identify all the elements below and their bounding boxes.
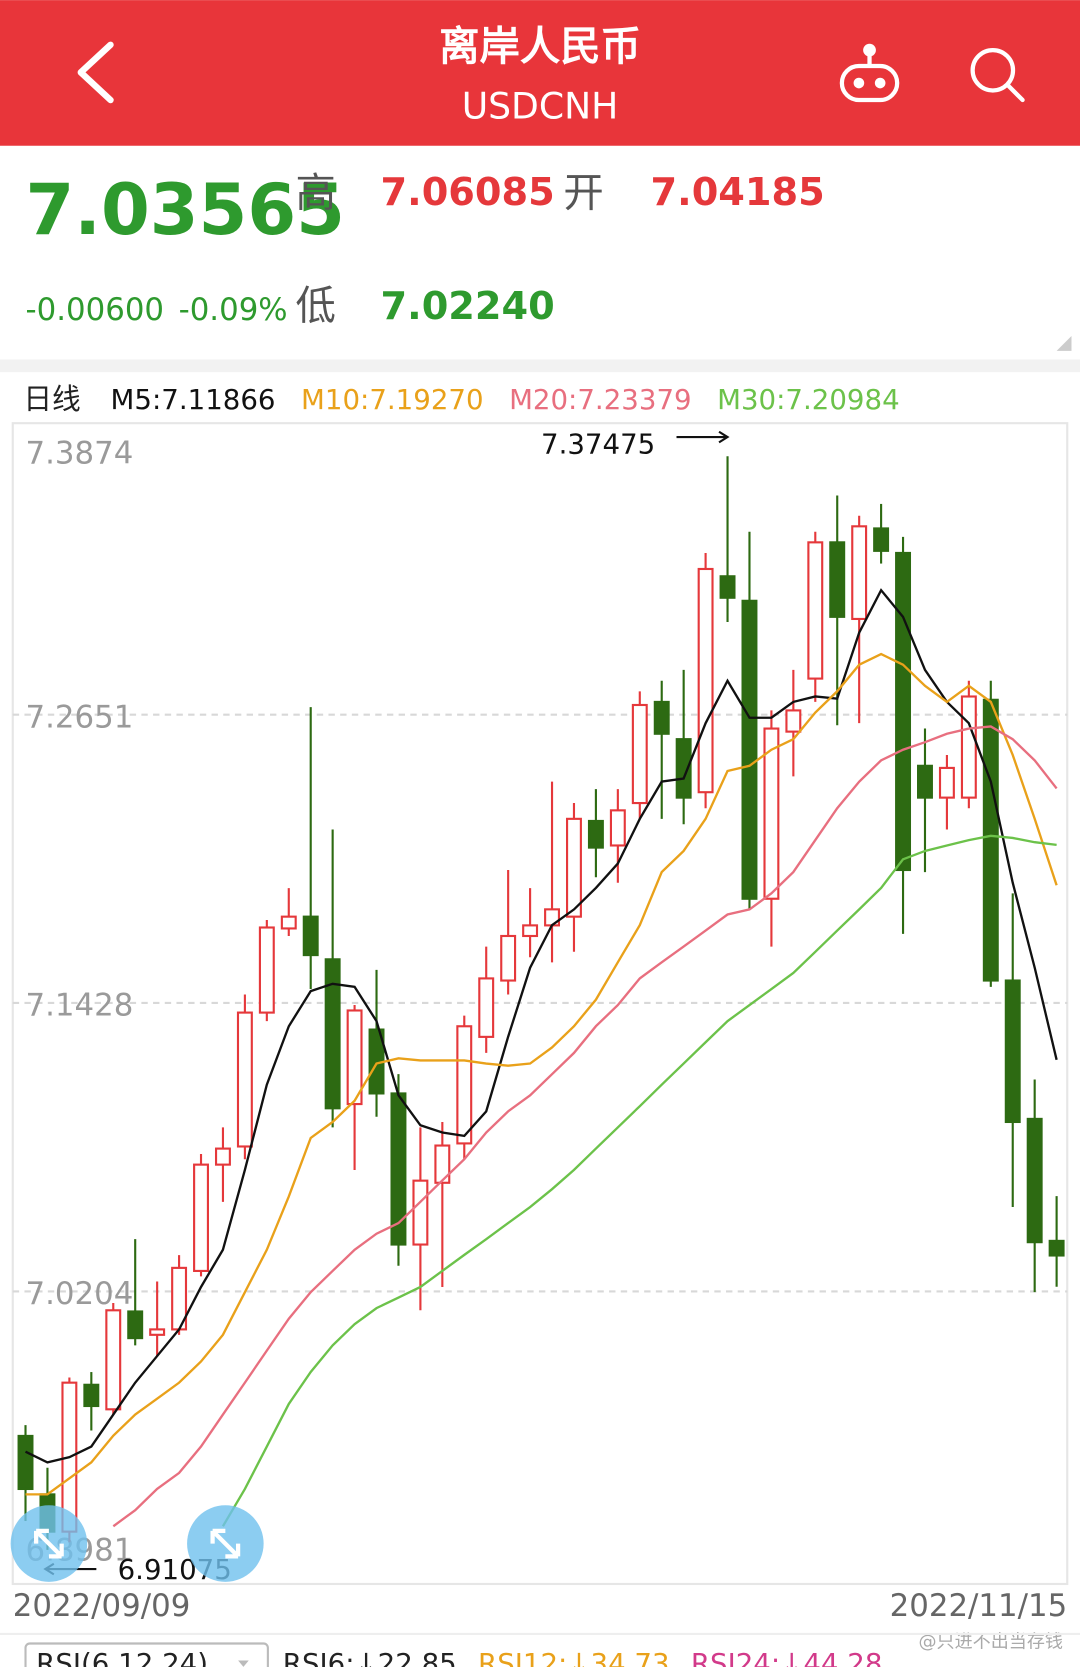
candle-body <box>193 1163 209 1272</box>
robot-icon <box>853 77 865 89</box>
candle-body <box>127 1310 144 1340</box>
candle-body <box>149 1328 166 1336</box>
candle-body <box>522 924 539 938</box>
candle-body <box>17 1434 34 1491</box>
rsi-value: RSI12:↓34.73 <box>478 1647 670 1667</box>
candle-body <box>346 1009 363 1106</box>
legend-entry: M30:7.20984 <box>717 383 900 416</box>
indicator-selector[interactable] <box>24 1642 269 1667</box>
candle-body <box>807 541 824 680</box>
y-tick-label: 7.1428 <box>26 988 134 1024</box>
indicator-selector-label: RSI(6,12,24) <box>36 1647 208 1667</box>
candle-body <box>412 1179 429 1246</box>
candle-body <box>236 1011 253 1148</box>
expand-corner[interactable] <box>1056 336 1072 351</box>
legend-entry: M10:7.19270 <box>301 383 484 416</box>
high-value: 7.06085 <box>381 170 555 215</box>
candle-body <box>258 926 275 1014</box>
robot-icon <box>863 43 876 57</box>
rsi-value: RSI6:↓22.85 <box>283 1647 457 1667</box>
change-percent: -0.09% <box>179 292 288 328</box>
candle-body <box>434 1144 451 1184</box>
ma-line <box>112 725 1058 1528</box>
candle-body <box>829 541 846 618</box>
candle-body <box>873 527 890 552</box>
rsi-value: RSI24:↓44.28 <box>691 1647 883 1667</box>
page-subtitle: USDCNH <box>462 85 619 128</box>
ma-line <box>25 652 1058 1496</box>
search-button[interactable] <box>970 47 1025 103</box>
change: -0.00600 <box>26 292 165 328</box>
candle-body <box>587 819 604 849</box>
candle-body <box>938 766 955 799</box>
y-tick-label: 7.3874 <box>26 436 134 472</box>
x-tick-label: 2022/11/15 <box>890 1588 1068 1624</box>
candle-body <box>653 700 670 735</box>
separator <box>0 359 1080 373</box>
candle-body <box>1004 979 1021 1124</box>
candle-body <box>565 817 582 918</box>
candle-body <box>500 934 517 982</box>
search-icon <box>970 47 1016 93</box>
chart: 7.38747.26517.14287.02046.89817.374756.9… <box>12 428 1068 1586</box>
candle-body <box>1026 1117 1043 1244</box>
open-value: 7.04185 <box>651 170 825 215</box>
candle-body <box>83 1383 100 1408</box>
candle-body <box>697 567 714 794</box>
candle-body <box>324 958 341 1110</box>
candle-body <box>917 764 933 799</box>
robot-icon <box>874 77 886 89</box>
candle-body <box>456 1025 473 1145</box>
candle-body <box>214 1147 231 1166</box>
period-label: 日线 <box>23 382 80 416</box>
dropdown-caret <box>238 1660 249 1667</box>
robot-button[interactable] <box>839 43 900 103</box>
expand-icon <box>210 1528 241 1559</box>
y-tick-label: 7.2651 <box>26 699 134 735</box>
annotation-arrow <box>676 430 730 444</box>
candle-body <box>982 698 999 982</box>
candle-body <box>478 977 495 1038</box>
candle-body <box>763 727 780 900</box>
candle-body <box>851 525 868 621</box>
rsi-legend: RSI6:↓22.85 RSI12:↓34.73 RSI24:↓44.28 <box>238 1647 882 1667</box>
ma-line <box>221 834 1057 1527</box>
candle-body <box>631 703 648 805</box>
candle-body <box>302 915 319 957</box>
page-title: 离岸人民币 <box>439 23 641 70</box>
candle-body <box>785 709 802 733</box>
app-bar <box>0 0 1080 146</box>
candle-body <box>105 1309 122 1411</box>
fullscreen-icon <box>34 1528 64 1559</box>
watermark: @只进不出当存钱 <box>918 1631 1063 1652</box>
low-value: 7.02240 <box>381 284 555 329</box>
candle-body <box>1048 1239 1065 1257</box>
search-icon <box>1005 83 1025 103</box>
candle-body <box>719 575 736 599</box>
x-tick-label: 2022/09/09 <box>13 1588 191 1624</box>
y-tick-label: 7.0204 <box>26 1276 134 1312</box>
candle-body <box>895 551 912 872</box>
legend-entry: M20:7.23379 <box>509 383 692 416</box>
candle-body <box>280 915 297 930</box>
low-label: 低 <box>296 282 336 329</box>
back-button[interactable] <box>77 41 114 104</box>
separator <box>0 1632 1080 1635</box>
last-price: 7.03565 <box>26 169 345 251</box>
high-label: 高 <box>296 170 336 217</box>
ma-line <box>25 588 1058 1464</box>
candle-body <box>675 738 692 799</box>
candle-body <box>609 809 626 847</box>
candle-body <box>741 599 758 900</box>
candle-body <box>960 695 977 799</box>
open-label: 开 <box>563 170 603 217</box>
legend-entry: M5:7.11866 <box>111 383 276 416</box>
max-annotation: 7.37475 <box>541 428 655 461</box>
